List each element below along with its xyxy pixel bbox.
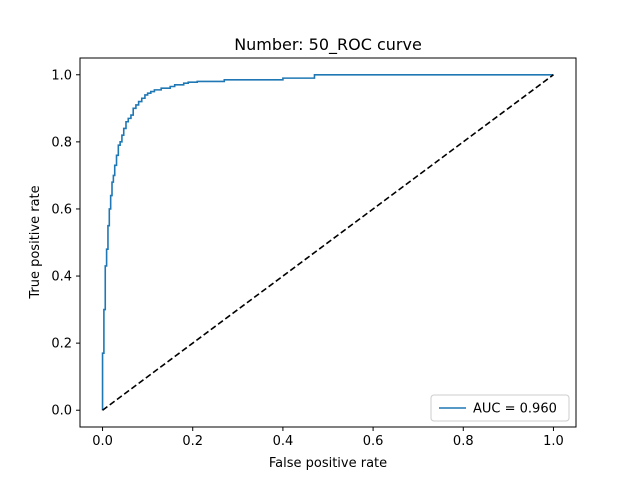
plot-area — [101, 73, 554, 411]
x-tick-label: 0.4 — [273, 434, 294, 449]
x-tick-label: 1.0 — [543, 434, 564, 449]
chart-title: Number: 50_ROC curve — [234, 35, 422, 55]
y-axis-label: True positive rate — [28, 185, 43, 299]
roc-curve-series — [101, 73, 554, 411]
legend-box — [430, 394, 570, 422]
x-axis-ticks: 0.0 0.2 0.4 0.6 0.8 1.0 — [92, 427, 564, 449]
x-tick-label: 0.2 — [182, 434, 203, 449]
x-tick-label: 0.6 — [363, 434, 384, 449]
y-tick-label: 0.8 — [51, 135, 72, 150]
x-axis-label: False positive rate — [269, 456, 387, 471]
legend: AUC = 0.960 — [430, 394, 570, 422]
y-tick-label: 1.0 — [51, 68, 72, 83]
y-tick-label: 0.0 — [51, 404, 72, 419]
y-tick-label: 0.4 — [51, 270, 72, 285]
x-tick-label: 0.0 — [92, 434, 113, 449]
x-tick-label: 0.8 — [453, 434, 474, 449]
y-axis-ticks: 0.0 0.2 0.4 0.6 0.8 1.0 — [51, 68, 80, 419]
legend-entry-auc: AUC = 0.960 — [473, 402, 557, 417]
plot-frame — [79, 57, 577, 428]
y-tick-label: 0.6 — [51, 202, 72, 217]
chance-diagonal-series — [102, 74, 554, 411]
y-tick-label: 0.2 — [51, 337, 72, 352]
